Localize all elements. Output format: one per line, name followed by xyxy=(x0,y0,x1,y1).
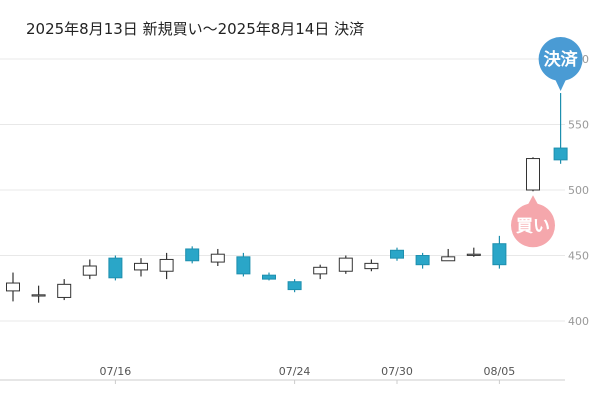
candle xyxy=(526,157,540,192)
candle xyxy=(441,248,456,262)
candle xyxy=(185,246,200,264)
candle xyxy=(492,235,507,269)
candle xyxy=(134,258,148,277)
y-axis-ticks: 400450500550600 xyxy=(568,53,589,328)
candle xyxy=(338,255,353,274)
candle xyxy=(159,252,174,280)
candle-body xyxy=(287,281,302,291)
candle xyxy=(6,272,20,302)
y-tick-label: 450 xyxy=(568,250,589,263)
candle-body xyxy=(526,158,540,191)
x-tick-label: 08/05 xyxy=(484,365,516,378)
candle-body xyxy=(6,282,20,292)
x-tick-label: 07/16 xyxy=(100,365,132,378)
candle xyxy=(287,279,302,293)
candle-body xyxy=(236,256,251,275)
candle-body xyxy=(492,243,507,266)
x-tick-label: 07/24 xyxy=(279,365,311,378)
candle xyxy=(262,272,276,281)
candle-body xyxy=(553,147,568,161)
annotation-circle xyxy=(511,203,555,248)
candle xyxy=(313,264,328,280)
candle-body xyxy=(134,262,148,271)
grid-lines xyxy=(0,58,565,322)
candle xyxy=(82,259,97,280)
y-tick-label: 550 xyxy=(568,118,589,131)
candle-body xyxy=(390,249,404,259)
annotation-bubble: 決済 xyxy=(538,37,583,92)
candle-body xyxy=(313,266,328,275)
candle-body xyxy=(210,253,225,263)
x-tick-label: 07/30 xyxy=(381,365,413,378)
annotation-circle xyxy=(538,37,583,82)
candle-body xyxy=(441,256,456,262)
candle xyxy=(364,259,379,272)
candle xyxy=(236,252,251,277)
annotation-label: 買い xyxy=(516,216,550,236)
candle-body xyxy=(415,255,430,266)
candle xyxy=(210,248,225,266)
candle xyxy=(466,247,481,257)
annotation-label: 決済 xyxy=(544,49,579,70)
candle-body xyxy=(185,248,200,262)
candle xyxy=(390,247,404,261)
candle-body xyxy=(108,257,123,279)
y-tick-label: 400 xyxy=(568,315,589,328)
candle-body xyxy=(57,283,72,298)
candle xyxy=(553,93,568,164)
candle-body xyxy=(262,274,276,280)
trade-annotations: 買い 決済 xyxy=(511,37,583,248)
candle-body xyxy=(364,262,379,270)
candle-body xyxy=(159,258,174,272)
y-tick-label: 500 xyxy=(568,184,589,197)
candles xyxy=(6,93,568,303)
candle xyxy=(31,285,46,303)
candle-body xyxy=(31,294,46,297)
candle-body xyxy=(338,257,353,272)
candle xyxy=(108,255,123,281)
annotation-bubble: 買い xyxy=(511,195,555,248)
candle xyxy=(415,252,430,269)
candle-body xyxy=(466,253,481,256)
candle xyxy=(57,279,72,301)
chart-title: 2025年8月13日 新規買い～2025年8月14日 決済 xyxy=(26,20,365,38)
candle-body xyxy=(82,265,97,276)
